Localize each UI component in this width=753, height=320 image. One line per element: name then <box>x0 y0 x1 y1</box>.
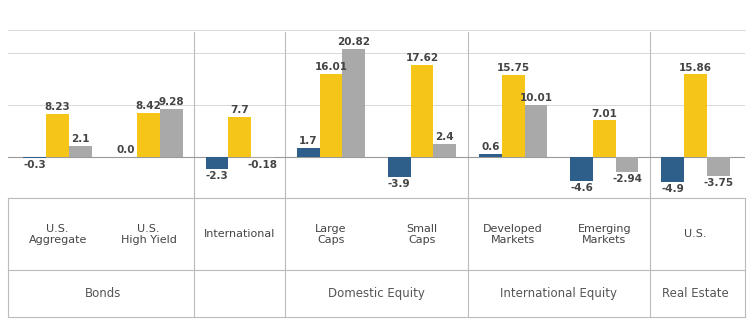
Text: 8.23: 8.23 <box>44 102 71 112</box>
Text: U.S.: U.S. <box>684 229 706 239</box>
Bar <box>479 154 501 157</box>
Text: 9.28: 9.28 <box>159 97 184 107</box>
Bar <box>661 157 684 182</box>
Bar <box>319 74 343 157</box>
Text: -4.9: -4.9 <box>661 184 684 194</box>
Text: Developed
Markets: Developed Markets <box>483 224 543 245</box>
Text: 10.01: 10.01 <box>520 93 553 103</box>
Bar <box>252 157 274 158</box>
Bar <box>69 146 92 157</box>
Text: -4.6: -4.6 <box>570 182 593 193</box>
Text: 0.0: 0.0 <box>117 145 136 155</box>
Bar <box>501 75 525 157</box>
Text: Real Estate: Real Estate <box>662 287 729 300</box>
Bar <box>343 49 365 157</box>
Bar <box>137 113 160 157</box>
Bar <box>160 108 183 157</box>
Text: Large
Caps: Large Caps <box>316 224 346 245</box>
Bar <box>297 148 319 157</box>
Text: 0.6: 0.6 <box>481 142 500 152</box>
Bar <box>46 114 69 157</box>
Bar <box>707 157 730 176</box>
Text: -0.3: -0.3 <box>23 160 46 170</box>
Text: 7.01: 7.01 <box>591 108 617 118</box>
Text: 7.7: 7.7 <box>230 105 249 115</box>
Bar <box>206 157 228 169</box>
Text: Domestic Equity: Domestic Equity <box>328 287 425 300</box>
Text: Bonds: Bonds <box>85 287 121 300</box>
Bar <box>410 65 434 157</box>
Text: International: International <box>204 229 276 239</box>
Bar <box>388 157 410 177</box>
Text: U.S.
High Yield: U.S. High Yield <box>120 224 177 245</box>
Bar <box>570 157 593 181</box>
Text: Emerging
Markets: Emerging Markets <box>578 224 631 245</box>
Text: 17.62: 17.62 <box>405 53 438 63</box>
Text: -2.3: -2.3 <box>206 171 228 180</box>
Bar <box>228 117 252 157</box>
Text: 8.42: 8.42 <box>136 101 162 111</box>
Text: 20.82: 20.82 <box>337 37 370 47</box>
Bar <box>525 105 547 157</box>
Text: 2.1: 2.1 <box>72 134 90 144</box>
Text: 1.7: 1.7 <box>299 136 318 146</box>
Text: U.S.
Aggregate: U.S. Aggregate <box>29 224 87 245</box>
Text: Small
Caps: Small Caps <box>407 224 437 245</box>
Text: 16.01: 16.01 <box>315 62 347 72</box>
Bar <box>593 120 616 157</box>
Text: 15.86: 15.86 <box>679 62 712 73</box>
Text: -2.94: -2.94 <box>612 174 642 184</box>
Text: -3.75: -3.75 <box>703 178 733 188</box>
Bar <box>684 74 707 157</box>
Bar <box>434 144 456 157</box>
Text: -0.18: -0.18 <box>248 160 278 170</box>
Text: International Equity: International Equity <box>500 287 617 300</box>
Text: 15.75: 15.75 <box>496 63 529 73</box>
Text: 2.4: 2.4 <box>435 132 454 142</box>
Text: -3.9: -3.9 <box>388 179 410 189</box>
Bar <box>23 157 46 158</box>
Bar <box>616 157 639 172</box>
